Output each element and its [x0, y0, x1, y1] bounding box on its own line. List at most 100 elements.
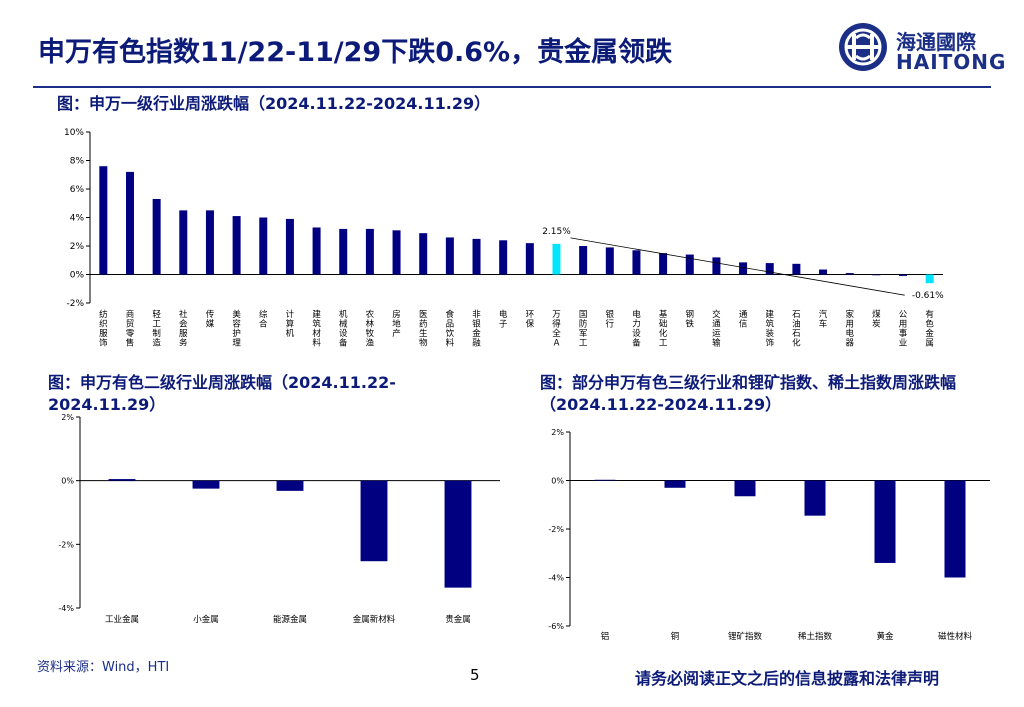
- page-title: 申万有色指数11/22-11/29下跌0.6%，贵金属领跌: [38, 37, 673, 68]
- chart1-category-label: 钢: [686, 309, 695, 320]
- chart1-category-label: 化: [659, 328, 668, 339]
- chart1-category-label: 装: [765, 328, 774, 339]
- chart1-category-label: A: [554, 339, 560, 349]
- chart1-category-label: 军: [579, 329, 588, 339]
- chart3-category-label: 稀土指数: [798, 631, 833, 642]
- chart1-category-label: 防: [579, 319, 588, 330]
- chart2-ytick-label: 2%: [61, 413, 74, 422]
- chart1-category-label: 械: [339, 319, 348, 330]
- chart3-bar: [664, 480, 686, 488]
- chart2-bar: [192, 480, 220, 489]
- chart1-category-label: 石: [792, 329, 801, 339]
- chart1-annotation-label: -0.61%: [912, 291, 944, 301]
- chart3-ytick-label: 0%: [551, 477, 564, 486]
- chart1-category-label: 零: [126, 329, 135, 339]
- chart1-category-label: 饮: [446, 328, 455, 339]
- chart1-annotation-label: 2.15%: [542, 227, 571, 237]
- chart1-category-label: 物: [419, 338, 428, 349]
- chart1-category-label: 容: [232, 319, 241, 330]
- chart1-category-label: 融: [472, 338, 481, 349]
- chart1-bar: [659, 253, 668, 275]
- chart1-bar: [152, 198, 161, 275]
- chart2-category-label: 贵金属: [445, 614, 471, 625]
- chart1-category-label: 建: [765, 309, 774, 320]
- chart1-bar: [579, 246, 588, 275]
- chart1-bar: [605, 247, 614, 275]
- source-note: 资料来源：Wind，HTI: [37, 660, 170, 675]
- chart1-category-label: 合: [259, 319, 268, 330]
- logo-english-text: HAITONG: [896, 50, 1007, 74]
- chart1-category-label: 药: [419, 319, 428, 330]
- chart1-category-label: 炭: [872, 320, 881, 330]
- chart3-ytick-label: 2%: [551, 428, 564, 437]
- chart2-caption: 图：申万有色二级行业周涨跌幅（2024.11.22-2024.11.29）: [48, 373, 396, 414]
- chart2-category-label: 金属新材料: [353, 614, 396, 625]
- chart1-bar: [712, 257, 721, 275]
- chart1-category-label: 保: [526, 319, 535, 330]
- chart3-bar: [734, 480, 756, 497]
- chart3-category-label: 黄金: [876, 631, 894, 642]
- chart1-category-label: 建: [312, 309, 321, 320]
- chart1-category-label: 公: [899, 310, 908, 320]
- chart1-category-label: 工: [659, 339, 668, 349]
- chart1-caption: 图：申万一级行业周涨跌幅（2024.11.22-2024.11.29）: [57, 94, 491, 113]
- chart1-bar: [125, 171, 134, 275]
- chart1-ytick-label: 4%: [70, 214, 85, 224]
- chart1-category-label: 织: [99, 319, 108, 330]
- chart1-category-label: 非: [472, 309, 481, 320]
- chart1-category-label: 行: [606, 319, 615, 330]
- chart1-category-label: 电: [499, 309, 508, 320]
- chart1-ytick-label: 10%: [64, 128, 84, 138]
- chart3-bar: [944, 480, 966, 578]
- chart1-category-label: 机: [339, 309, 348, 320]
- chart1-category-label: 理: [232, 339, 241, 349]
- chart1-category-label: 设: [632, 328, 641, 339]
- chart1-ytick-label: 0%: [70, 271, 85, 281]
- chart1-bar: [872, 274, 881, 276]
- chart1-category-label: 事: [899, 328, 908, 339]
- chart1-category-label: 食: [446, 309, 455, 320]
- chart1-category-label: 饰: [765, 338, 774, 349]
- chart1-category-label: 商: [126, 309, 135, 320]
- chart1-category-label: 贸: [126, 319, 135, 330]
- chart3-bar: [804, 480, 826, 516]
- chart1-category-label: 服: [99, 329, 108, 339]
- chart1-category-label: 子: [499, 320, 508, 330]
- chart1-category-label: 用: [899, 320, 908, 330]
- chart1-category-label: 林: [366, 319, 375, 330]
- chart2-ytick-label: -2%: [58, 540, 74, 549]
- chart1-bar: [312, 227, 321, 275]
- chart1-category-label: 通: [739, 309, 748, 320]
- chart1-category-label: 色: [925, 319, 934, 330]
- chart1-bar: [845, 273, 854, 275]
- chart1-bar: [179, 210, 188, 275]
- logo-chinese-text: 海通國際: [896, 30, 976, 54]
- chart1-category-label: 石: [792, 310, 801, 320]
- chart1-category-label: 银: [472, 319, 481, 330]
- header-divider: [33, 86, 991, 88]
- chart1-category-label: 铁: [686, 319, 695, 330]
- chart1-ytick-label: 8%: [70, 157, 85, 167]
- chart1-category-label: 产: [392, 328, 401, 339]
- chart1-bar: [419, 233, 428, 275]
- chart1-bar: [339, 228, 348, 275]
- chart1-category-label: 金: [925, 328, 934, 339]
- chart1-bar: [232, 216, 241, 275]
- chart2-bar: [276, 480, 304, 491]
- chart1-bar: [259, 217, 268, 275]
- haitong-logo: 海通國際 HAITONG: [838, 22, 1005, 80]
- chart3-category-label: 锂矿指数: [728, 631, 763, 642]
- chart2-bar: [108, 479, 136, 481]
- chart1-bar: [285, 218, 294, 275]
- chart3-bar: [874, 480, 896, 563]
- chart1-category-label: 纺: [99, 309, 108, 320]
- chart1-bar: [739, 262, 748, 275]
- chart1-category-label: 务: [179, 338, 188, 349]
- chart1-category-label: 车: [819, 319, 828, 330]
- chart3-category-label: 磁性材料: [938, 631, 973, 642]
- chart1-category-label: 属: [925, 339, 934, 349]
- chart1-category-label: 综: [259, 309, 268, 320]
- page-number: 5: [470, 666, 480, 684]
- chart1-category-label: 渔: [366, 338, 375, 349]
- chart1-category-label: 生: [419, 328, 428, 339]
